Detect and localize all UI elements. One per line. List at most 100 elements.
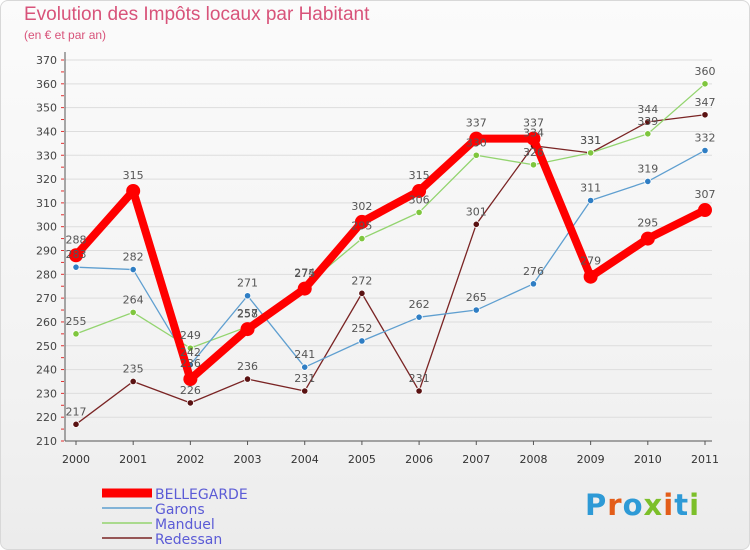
point-manduel <box>644 130 652 138</box>
logo-letter: r <box>607 488 623 522</box>
x-tick-label: 2007 <box>462 453 490 466</box>
series-line-bellegarde <box>72 134 709 384</box>
data-label-garons: 319 <box>637 162 658 175</box>
point-redessan <box>415 387 423 395</box>
x-tick-label: 2009 <box>577 453 605 466</box>
logo-letter: i <box>689 488 701 522</box>
point-bellegarde <box>526 131 541 146</box>
point-garons <box>243 292 252 300</box>
point-manduel <box>701 80 709 88</box>
x-tick-label: 2000 <box>62 453 90 466</box>
point-garons <box>701 146 709 155</box>
x-tick-label: 2005 <box>348 453 376 466</box>
point-bellegarde <box>583 269 598 284</box>
series-line-redessan <box>75 114 706 425</box>
legend-label-garons: Garons <box>155 502 205 518</box>
data-label-garons: 241 <box>294 348 315 361</box>
axes: 210 220 230 240 250 260 270 280 290 300 310 320 330 3… <box>36 52 719 466</box>
proxiti-logo: Proxiti <box>585 488 700 522</box>
data-label-redessan: 347 <box>695 96 716 109</box>
data-label-garons: 242 <box>180 346 201 359</box>
y-tick-label: 260 <box>36 316 57 329</box>
data-label-redessan: 217 <box>66 405 87 418</box>
point-redessan <box>72 420 80 428</box>
point-redessan <box>243 375 252 383</box>
data-label-manduel: 339 <box>637 115 658 128</box>
point-bellegarde <box>69 248 83 263</box>
y-tick-label: 240 <box>36 364 57 377</box>
grid-lines <box>65 59 712 442</box>
data-label-redessan: 272 <box>351 274 372 287</box>
data-label-manduel: 326 <box>523 146 544 159</box>
logo-letter: P <box>585 488 608 522</box>
x-tick-label: 2006 <box>405 453 433 466</box>
point-manduel <box>186 344 194 352</box>
data-labels: 217 235 226 236 231 272 231 301 334 331 344 347 255 2… <box>66 65 716 419</box>
point-redessan <box>358 289 366 297</box>
data-label-redessan: 334 <box>523 127 544 140</box>
y-tick-label: 290 <box>36 245 57 258</box>
y-tick-label: 300 <box>36 221 57 234</box>
y-tick-label: 270 <box>36 292 57 305</box>
data-label-garons: 276 <box>523 265 544 278</box>
point-bellegarde <box>412 183 427 198</box>
logo-letter: o <box>622 488 644 522</box>
data-label-bellegarde: 295 <box>637 217 658 230</box>
point-garons <box>472 306 480 314</box>
data-label-garons: 252 <box>351 322 372 335</box>
point-redessan <box>301 387 309 395</box>
chart-title: Evolution des Impôts locaux par Habitant <box>24 4 370 25</box>
data-label-redessan: 235 <box>123 362 144 375</box>
legend-label-redessan: Redessan <box>155 532 222 548</box>
y-tick-label: 340 <box>36 125 57 138</box>
data-label-bellegarde: 315 <box>123 169 144 182</box>
data-label-bellegarde: 288 <box>66 233 87 246</box>
data-label-garons: 265 <box>466 291 487 304</box>
point-manduel <box>415 208 423 216</box>
y-tick-label: 310 <box>36 197 57 210</box>
point-manduel <box>129 308 137 317</box>
x-tick-label: 2011 <box>691 453 719 466</box>
point-manduel <box>72 330 80 338</box>
data-label-bellegarde: 302 <box>351 200 372 213</box>
point-bellegarde <box>297 281 312 296</box>
data-label-bellegarde: 337 <box>466 117 487 130</box>
y-tick-label: 350 <box>36 102 57 115</box>
x-tick-label: 2008 <box>519 453 547 466</box>
point-garons <box>358 337 366 345</box>
data-label-manduel: 258 <box>237 308 258 321</box>
point-redessan <box>644 118 652 126</box>
data-label-redessan: 236 <box>237 360 258 373</box>
data-label-manduel: 330 <box>466 136 487 149</box>
point-bellegarde <box>698 203 712 218</box>
point-bellegarde <box>126 183 141 198</box>
y-tick-label: 360 <box>36 78 57 91</box>
data-label-bellegarde: 274 <box>294 267 315 280</box>
point-manduel <box>358 234 366 243</box>
y-tick-label: 250 <box>36 340 57 353</box>
point-bellegarde <box>354 214 369 229</box>
logo-letter: t <box>674 488 690 522</box>
data-label-manduel: 264 <box>123 293 144 306</box>
point-bellegarde <box>469 131 484 146</box>
point-redessan <box>186 399 194 407</box>
data-label-garons: 282 <box>123 251 144 264</box>
x-tick-label: 2001 <box>119 453 147 466</box>
point-bellegarde <box>183 372 198 387</box>
point-garons <box>529 280 538 288</box>
point-redessan <box>129 377 137 386</box>
y-tick-label: 230 <box>36 387 57 400</box>
data-label-garons: 311 <box>580 181 601 194</box>
data-label-garons: 262 <box>409 298 430 311</box>
y-tick-label: 210 <box>36 435 57 448</box>
data-label-bellegarde: 236 <box>180 357 201 370</box>
point-garons <box>72 263 80 271</box>
point-garons <box>644 177 652 186</box>
y-tick-label: 220 <box>36 411 57 424</box>
data-label-redessan: 344 <box>637 103 658 116</box>
point-bellegarde <box>640 231 655 246</box>
y-tick-label: 330 <box>36 149 57 162</box>
series-lines <box>69 80 712 428</box>
